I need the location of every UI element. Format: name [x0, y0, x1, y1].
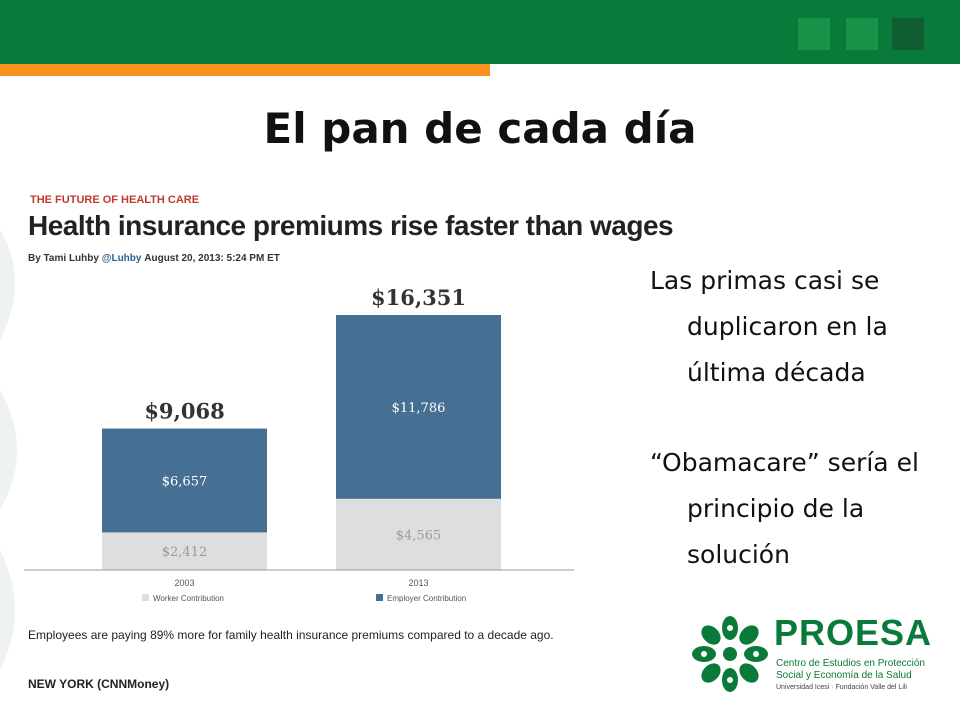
bar-segment-2013-worker: [336, 498, 501, 570]
byline-date: August 20, 2013: 5:24 PM ET: [144, 253, 280, 264]
logo-organizations: Universidad Icesi · Fundación Valle del …: [776, 684, 907, 691]
bullet-list: Las primas casi se duplicaron en la últi…: [650, 258, 950, 622]
premiums-stacked-bar-chart: $2,412 $6,657 $9,068 2003 $4,565 $11,786 $16,3…: [24, 285, 574, 603]
background-watermark: [0, 230, 17, 670]
x-tick-label: 2003: [174, 578, 194, 588]
bar-value-label: $6,657: [162, 474, 208, 489]
x-tick-label: 2013: [408, 578, 428, 588]
bar-value-label: $11,786: [392, 401, 446, 416]
article-byline: By Tami Luhby @Luhby August 20, 2013: 5:…: [28, 253, 280, 264]
proesa-logo-emblem: [692, 616, 768, 692]
logo-subtitle: Centro de Estudios en Protección Social …: [776, 658, 925, 681]
bullet-item: Las primas casi se duplicaron en la últi…: [650, 266, 888, 387]
bar-segment-2003-employer: [102, 428, 267, 533]
news-article-image: THE FUTURE OF HEALTH CARE Health insuran…: [24, 190, 674, 700]
article-headline: Health insurance premiums rise faster th…: [28, 210, 674, 241]
article-dateline: NEW YORK (CNNMoney): [28, 677, 170, 691]
byline-handle: @Luhby: [101, 253, 142, 264]
logo-name: PROESA: [774, 612, 933, 653]
article-kicker: THE FUTURE OF HEALTH CARE: [30, 194, 200, 206]
decorative-square: [846, 18, 878, 50]
proesa-logo: PROESA Centro de Estudios en Protección …: [690, 610, 950, 700]
bar-total-label: $16,351: [371, 285, 466, 310]
decorative-square: [798, 18, 830, 50]
legend-swatch: [376, 594, 383, 601]
article-caption: Employees are paying 89% more for family…: [28, 628, 554, 642]
bar-value-label: $4,565: [396, 528, 442, 543]
bar-segment-2013-employer: [336, 315, 501, 499]
legend-label: Employer Contribution: [387, 594, 466, 603]
legend-label: Worker Contribution: [153, 594, 224, 603]
decorative-square: [892, 18, 924, 50]
legend-swatch: [142, 594, 149, 601]
bar-segment-2003-worker: [102, 532, 267, 570]
bar-total-label: $9,068: [144, 399, 224, 424]
byline-author: By Tami Luhby: [28, 253, 99, 264]
slide-title: El pan de cada día: [263, 104, 697, 153]
accent-stripe: [0, 64, 490, 76]
bar-value-label: $2,412: [162, 545, 208, 560]
bullet-item: “Obamacare” sería el principio de la sol…: [650, 448, 919, 569]
